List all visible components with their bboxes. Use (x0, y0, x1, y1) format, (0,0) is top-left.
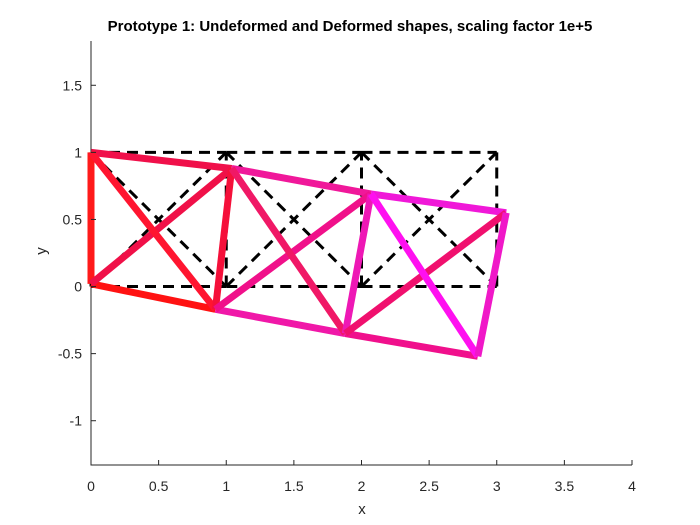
deformed-member-12 (370, 190, 507, 217)
deformed-member-8 (213, 191, 374, 313)
deformed-member-4 (88, 150, 219, 312)
deformed-member-10 (341, 193, 375, 335)
x-tick-label: 3.5 (555, 478, 575, 494)
x-tick-label: 1 (222, 478, 230, 494)
deformed-member-2 (90, 148, 233, 172)
y-tick-label: 1 (74, 144, 82, 160)
axis-ticks: 0 0.5 1 1.5 2 2.5 3 3.5 4 -1 -0.5 0 0.5 1 1.5 (58, 77, 636, 494)
undeformed-member-9 (225, 151, 363, 288)
x-tick-label: 4 (628, 478, 636, 494)
x-tick-label: 0.5 (149, 478, 169, 494)
y-axis-label: y (33, 247, 50, 255)
deformed-member-15 (474, 212, 510, 357)
deformed-shape (87, 148, 510, 360)
y-tick-label: 0.5 (63, 211, 83, 227)
deformed-member-14 (368, 192, 481, 359)
x-tick-label: 2.5 (419, 478, 439, 494)
x-tick-label: 2 (358, 478, 366, 494)
x-tick-label: 1.5 (284, 478, 304, 494)
deformed-member-9 (228, 166, 349, 336)
x-tick-label: 3 (493, 478, 501, 494)
y-tick-label: 0 (74, 279, 82, 295)
deformed-member-3 (88, 165, 234, 287)
deformed-member-7 (231, 165, 372, 198)
undeformed-member-14 (360, 151, 498, 288)
y-tick-label: 1.5 (63, 77, 83, 93)
x-tick-label: 0 (87, 478, 95, 494)
undeformed-member-4 (89, 151, 228, 288)
chart-title: Prototype 1: Undeformed and Deformed sha… (108, 18, 593, 35)
deformed-member-5 (211, 168, 236, 310)
deformed-member-1 (90, 280, 217, 313)
deformed-member-11 (344, 330, 479, 360)
y-tick-label: -1 (70, 413, 83, 429)
deformed-member-6 (214, 305, 346, 337)
x-axis-label: x (358, 501, 366, 518)
y-tick-label: -0.5 (58, 346, 82, 362)
